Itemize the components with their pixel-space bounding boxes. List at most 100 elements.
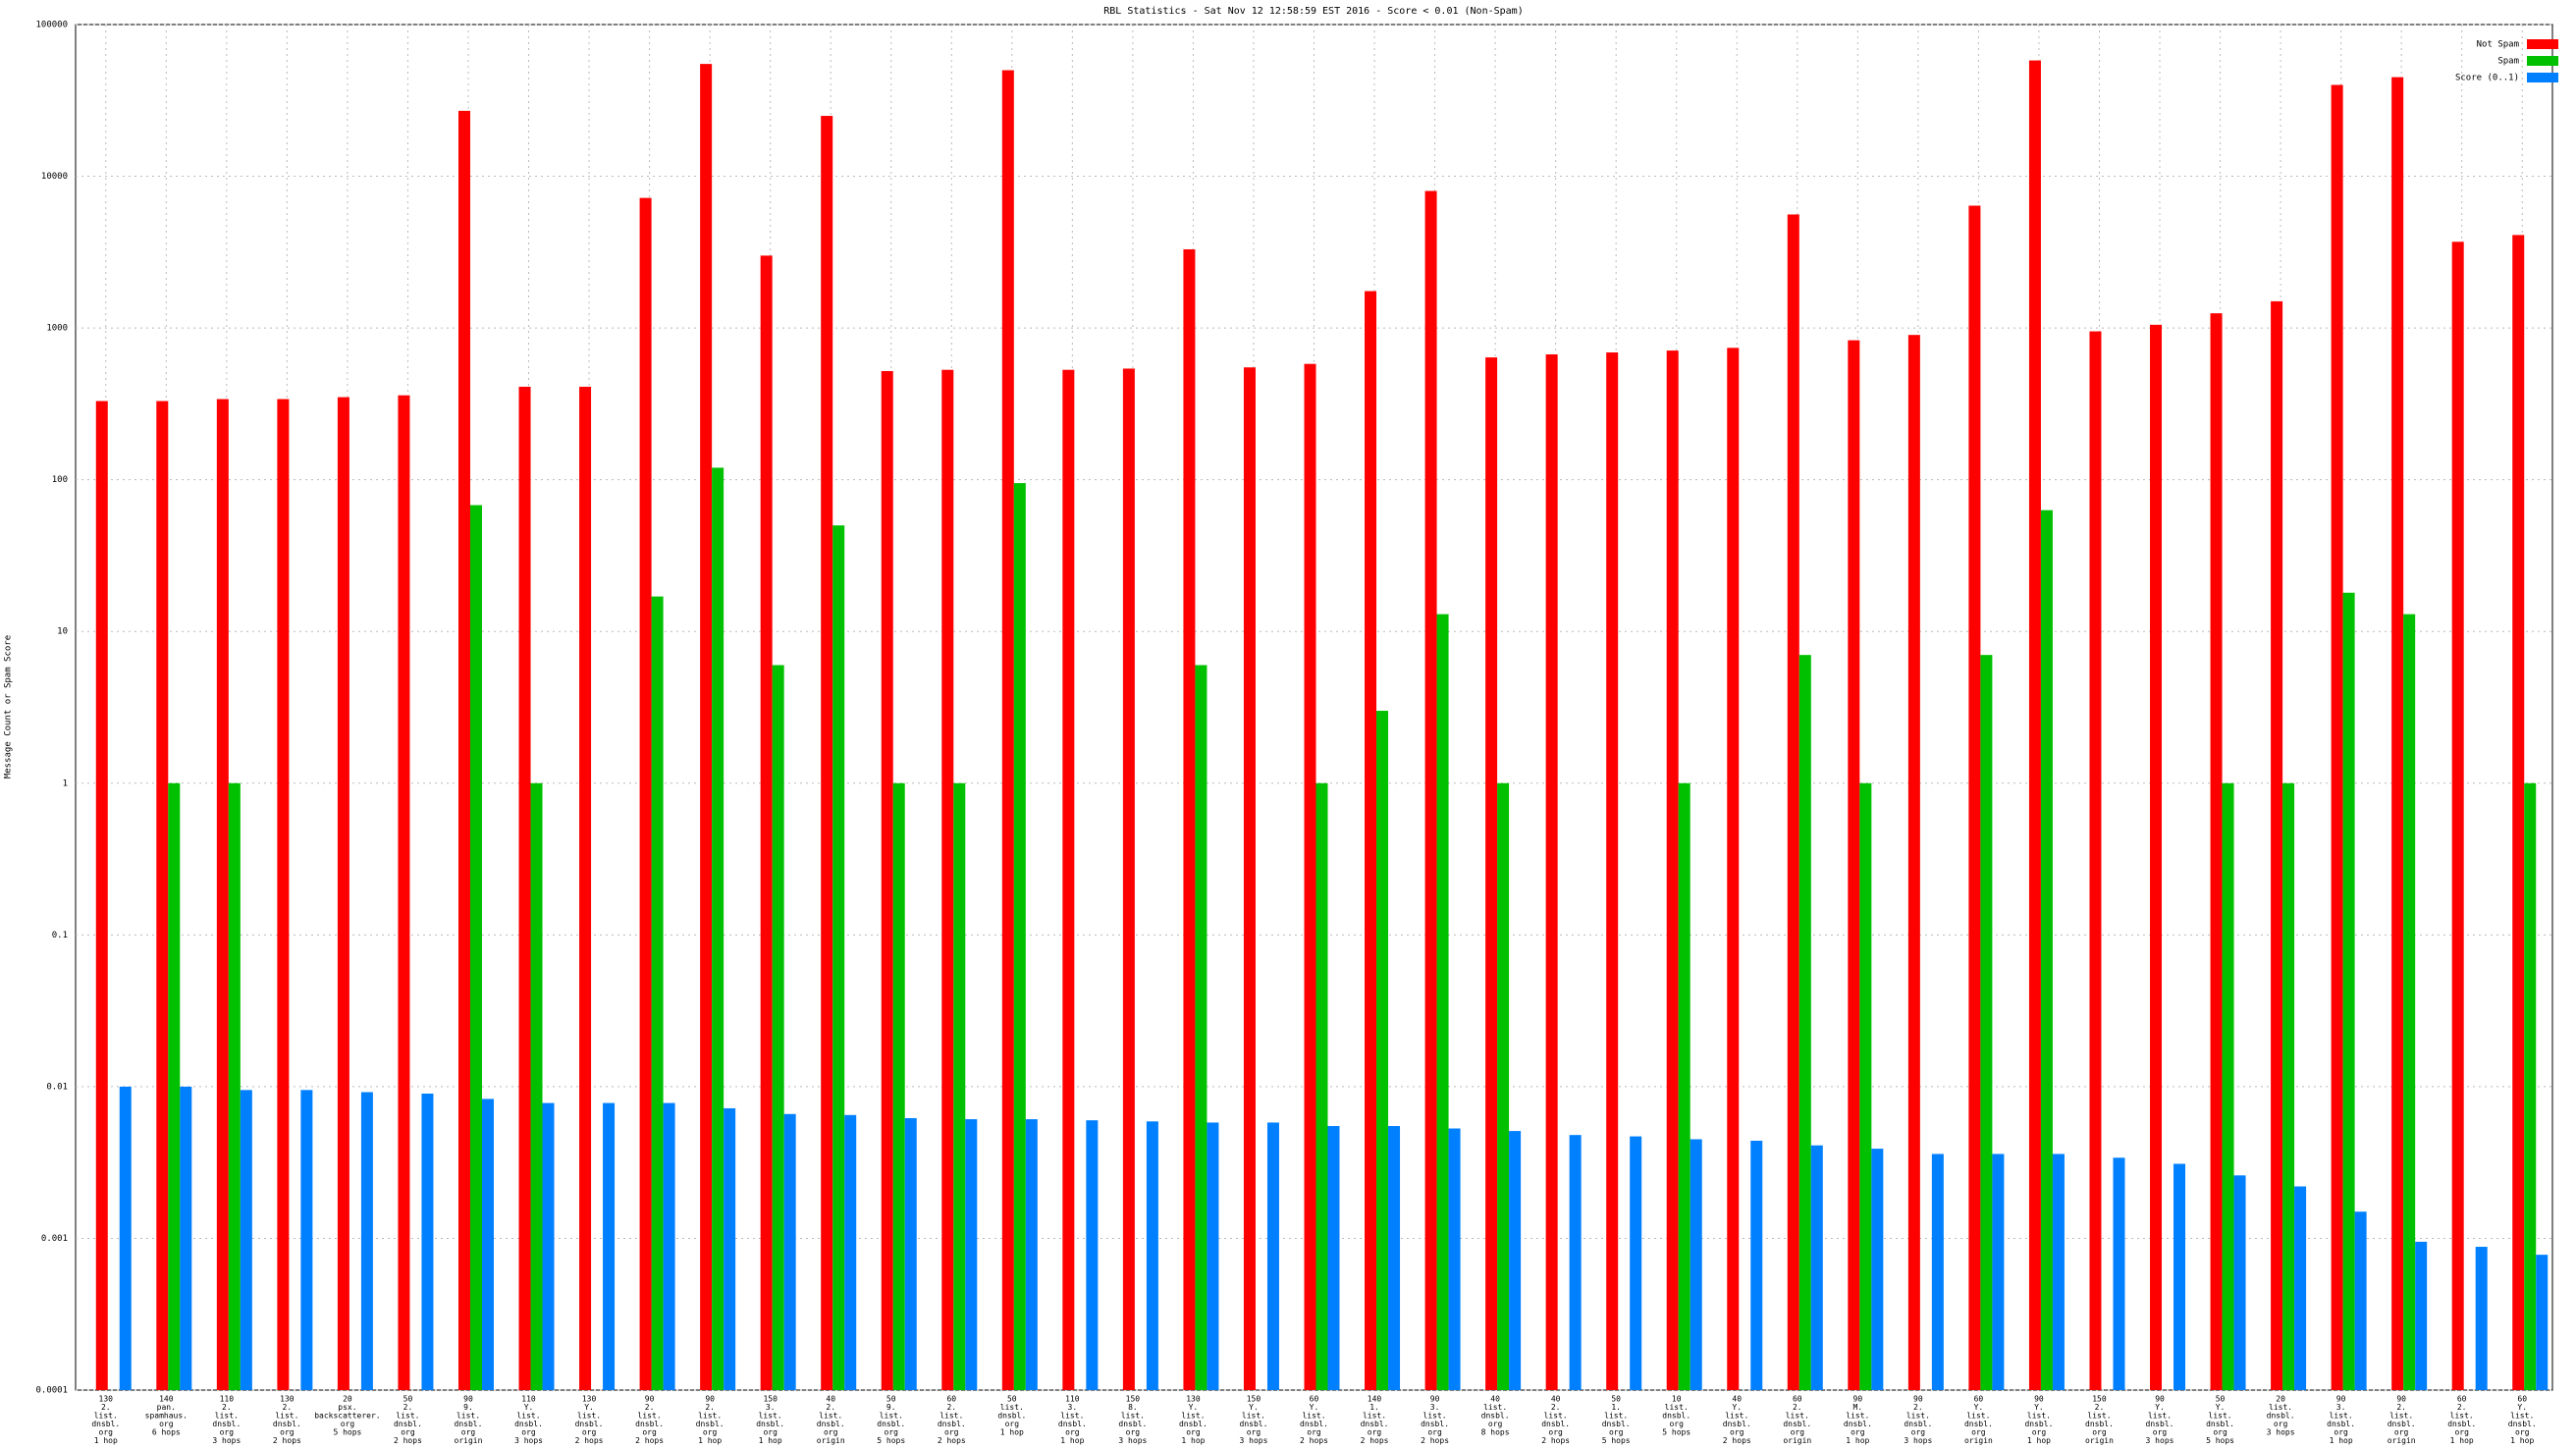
chart-title: RBL Statistics - Sat Nov 12 12:58:59 EST… [1103, 6, 1523, 17]
bar [518, 386, 531, 1390]
x-tick-label: 50 [1007, 1395, 1017, 1404]
x-tick-label: 1. [1611, 1403, 1621, 1412]
x-tick-label: org [2334, 1428, 2348, 1437]
x-tick-label: dnsbl. [212, 1420, 241, 1428]
bar [821, 116, 833, 1390]
bar [168, 782, 181, 1390]
x-tick-label: 50 [403, 1395, 413, 1404]
x-tick-label: 130 [99, 1395, 114, 1404]
bar [1327, 1126, 1340, 1390]
x-tick-label: dnsbl. [394, 1420, 422, 1428]
bar [2222, 782, 2234, 1390]
x-tick-label: org [1247, 1428, 1261, 1437]
x-tick-label: Y. [1974, 1403, 1984, 1412]
x-tick-label: dnsbl. [2327, 1420, 2355, 1428]
x-tick-label: org [220, 1428, 235, 1437]
x-tick-label: 8 hops [1481, 1428, 1510, 1437]
bar [119, 1086, 132, 1390]
x-tick-label: org [280, 1428, 295, 1437]
x-tick-label: org [1669, 1420, 1684, 1428]
x-tick-label: list. [2450, 1412, 2474, 1421]
bar [603, 1102, 616, 1390]
x-tick-label: pan. [157, 1403, 176, 1412]
x-tick-label: org [159, 1420, 174, 1428]
x-tick-label: 2 hops [938, 1436, 966, 1445]
x-tick-label: 2. [2457, 1403, 2467, 1412]
bar [2475, 1247, 2488, 1390]
x-tick-label: 2 hops [575, 1436, 604, 1445]
x-tick-label: Y. [1732, 1403, 1742, 1412]
x-tick-label: org [1609, 1428, 1624, 1437]
bar [1606, 352, 1619, 1391]
x-tick-label: 2. [1793, 1403, 1802, 1412]
x-tick-label: dnsbl. [1783, 1420, 1811, 1428]
bar [2294, 1186, 2307, 1390]
x-tick-label: 8. [1128, 1403, 1138, 1412]
bar [2391, 77, 2404, 1391]
x-tick-label: origin [817, 1436, 845, 1445]
x-tick-label: 2. [222, 1403, 232, 1412]
x-tick-label: list. [1363, 1412, 1386, 1421]
bar [481, 1099, 494, 1390]
x-tick-label: origin [1783, 1436, 1811, 1445]
x-tick-label: dnsbl. [1602, 1420, 1631, 1428]
bar [240, 1090, 252, 1390]
x-tick-label: dnsbl. [1361, 1420, 1389, 1428]
bar [1448, 1128, 1461, 1390]
x-tick-label: 150 [763, 1395, 778, 1404]
bar [700, 64, 713, 1390]
x-tick-label: list. [2330, 1412, 2353, 1421]
x-tick-label: 2 hops [273, 1436, 301, 1445]
bar [2210, 313, 2223, 1391]
x-tick-label: 90 [2155, 1395, 2165, 1404]
y-tick-label: 0.01 [46, 1082, 68, 1092]
bar [1315, 782, 1328, 1390]
legend-swatch [2527, 39, 2558, 49]
x-tick-label: 3. [766, 1403, 776, 1412]
x-tick-label: org [582, 1428, 597, 1437]
x-tick-label: 90 [705, 1395, 715, 1404]
x-tick-label: 90 [645, 1395, 655, 1404]
bar [2174, 1163, 2186, 1390]
bar [1787, 214, 1799, 1390]
bar [712, 467, 724, 1390]
x-tick-label: 90 [463, 1395, 473, 1404]
x-tick-label: 50 [886, 1395, 896, 1404]
x-tick-label: 130 [280, 1395, 295, 1404]
x-tick-label: list. [577, 1412, 601, 1421]
x-tick-label: dnsbl. [2447, 1420, 2476, 1428]
bar [2403, 614, 2416, 1390]
x-tick-label: dnsbl. [1662, 1412, 1690, 1421]
x-tick-label: psx. [338, 1403, 356, 1412]
x-tick-label: dnsbl. [696, 1420, 724, 1428]
x-tick-label: 90 [2396, 1395, 2406, 1404]
x-tick-label: list. [516, 1412, 540, 1421]
x-tick-label: 2 hops [1361, 1436, 1389, 1445]
x-tick-label: 1 hop [1060, 1436, 1084, 1445]
x-tick-label: list. [275, 1412, 298, 1421]
x-tick-label: list. [1000, 1403, 1024, 1412]
x-tick-label: 2. [1913, 1403, 1923, 1412]
bar [1871, 1149, 1884, 1390]
bar [1086, 1120, 1099, 1390]
x-tick-label: org [885, 1428, 899, 1437]
x-tick-label: 2. [705, 1403, 715, 1412]
x-tick-label: dnsbl. [2206, 1420, 2234, 1428]
x-tick-label: 130 [1186, 1395, 1201, 1404]
x-tick-label: Y. [2155, 1403, 2165, 1412]
x-tick-label: 3 hops [212, 1436, 241, 1445]
x-tick-label: 1. [1369, 1403, 1379, 1412]
bar [1388, 1126, 1401, 1390]
x-tick-label: 2. [403, 1403, 413, 1412]
bar [2451, 242, 2464, 1391]
x-tick-label: 6 hops [152, 1428, 181, 1437]
bar [421, 1093, 434, 1390]
x-tick-label: list. [2510, 1412, 2534, 1421]
x-tick-label: 1 hop [1000, 1428, 1024, 1437]
bar [95, 401, 108, 1390]
x-tick-label: dnsbl. [877, 1420, 905, 1428]
x-tick-label: origin [1964, 1436, 1993, 1445]
x-tick-label: 3 hops [2146, 1436, 2174, 1445]
bar [2331, 84, 2343, 1391]
x-tick-label: 110 [220, 1395, 235, 1404]
